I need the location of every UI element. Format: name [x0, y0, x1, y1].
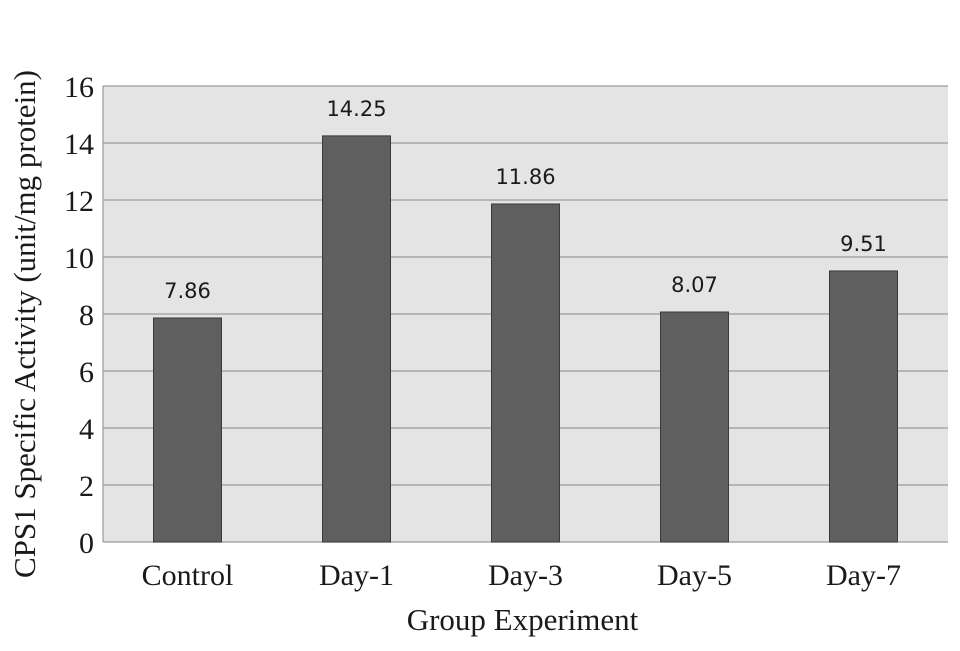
- y-tick-label: 6: [79, 356, 94, 389]
- y-tick-label: 8: [79, 299, 94, 332]
- bar-day-3: [491, 203, 560, 543]
- data-label: 14.25: [326, 97, 386, 121]
- bar-control: [153, 317, 222, 543]
- y-tick-label: 12: [64, 185, 94, 218]
- x-axis-title: Group Experiment: [407, 602, 639, 637]
- bars: [153, 135, 898, 543]
- bar-day-1: [322, 135, 391, 543]
- x-tick-label: Day-5: [657, 559, 732, 592]
- y-tick-label: 10: [64, 242, 94, 275]
- x-axis-ticks: Control Day-1 Day-3 Day-5 Day-7: [142, 559, 901, 592]
- y-axis-title: CPS1 Specific Activity (unit/mg protein): [7, 70, 42, 578]
- x-tick-label: Day-1: [319, 559, 394, 592]
- bar-day-7: [829, 270, 898, 543]
- y-tick-label: 16: [64, 71, 94, 104]
- data-label: 11.86: [495, 165, 555, 189]
- y-tick-label: 14: [64, 128, 94, 161]
- data-label: 8.07: [671, 273, 718, 297]
- y-tick-label: 2: [79, 470, 94, 503]
- y-tick-label: 4: [79, 413, 94, 446]
- bar-day-5: [660, 311, 729, 543]
- y-axis-ticks: 0 2 4 6 8 10 12 14 16: [64, 71, 94, 560]
- x-tick-label: Control: [142, 559, 234, 592]
- x-tick-label: Day-7: [826, 559, 901, 592]
- data-labels: 7.86 14.25 11.86 8.07 9.51: [164, 97, 887, 303]
- x-tick-label: Day-3: [488, 559, 563, 592]
- y-tick-label: 0: [79, 527, 94, 560]
- data-label: 7.86: [164, 279, 211, 303]
- data-label: 9.51: [840, 232, 887, 256]
